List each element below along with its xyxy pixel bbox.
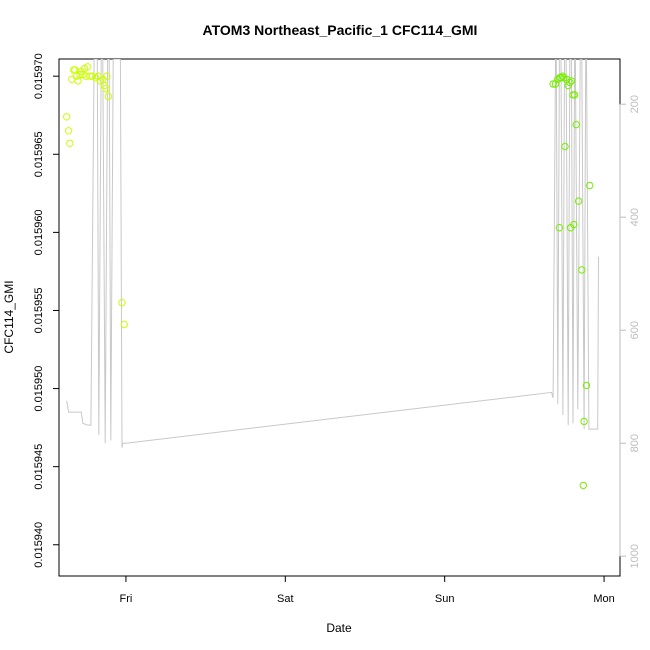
y2-tick-label: 800 (629, 434, 641, 452)
data-point (574, 197, 583, 205)
x-tick-label: Mon (593, 593, 614, 605)
x-tick-label: Sat (277, 593, 294, 605)
data-point (579, 481, 587, 490)
y2-tick-label: 600 (629, 321, 641, 339)
data-point (555, 224, 564, 232)
data-point (561, 142, 569, 151)
y-tick-label: 0.015945 (33, 444, 45, 490)
data-point (570, 91, 579, 99)
data-point (580, 417, 588, 426)
data-point (62, 113, 71, 121)
data-point (64, 127, 73, 135)
data-point (102, 85, 110, 93)
data-point (103, 72, 111, 80)
y-tick-label: 0.015950 (33, 366, 45, 412)
y-tick-label: 0.015970 (33, 53, 45, 99)
data-point (104, 92, 113, 101)
data-point (84, 63, 92, 71)
data-point (120, 320, 129, 329)
data-point (549, 80, 557, 88)
data-point (572, 120, 580, 129)
y-axis-label: CFC114_GMI (2, 280, 16, 353)
chart-title: ATOM3 Northeast_Pacific_1 CFC114_GMI (203, 22, 478, 38)
y2-tick-label: 1000 (629, 544, 641, 568)
data-point (582, 381, 591, 390)
x-tick-label: Sun (435, 593, 455, 605)
data-point (118, 299, 126, 307)
data-point (551, 80, 560, 88)
x-tick-label: Fri (120, 593, 133, 605)
y-tick-label: 0.015960 (33, 209, 45, 255)
y-tick-label: 0.015955 (33, 288, 45, 334)
y2-tick-label: 200 (629, 95, 641, 113)
y-tick-label: 0.015940 (33, 522, 45, 568)
plot-frame (58, 58, 621, 577)
data-point (586, 181, 594, 190)
line-series (66, 59, 599, 448)
x-axis-label: Date (326, 621, 352, 635)
data-point (567, 77, 576, 85)
plot-area: Fri Sat Sun Mon 0.015940 0.015945 0.015950 0.01… (33, 53, 641, 605)
data-point (66, 139, 74, 148)
data-point (68, 75, 76, 84)
data-point (566, 78, 574, 87)
y-tick-label: 0.015965 (33, 131, 45, 177)
y2-tick-label: 400 (629, 208, 641, 226)
data-point (570, 220, 578, 229)
data-point (578, 266, 586, 274)
